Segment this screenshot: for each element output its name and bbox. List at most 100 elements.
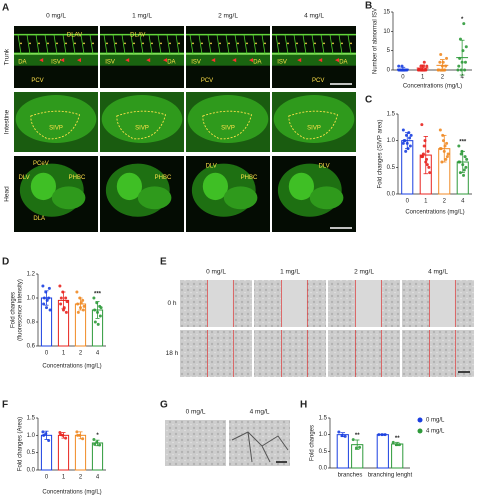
- data-point: [76, 302, 80, 306]
- marker: [305, 42, 307, 45]
- structure-label: DA: [167, 60, 175, 66]
- data-point: [408, 144, 412, 148]
- vessel: [329, 34, 334, 54]
- data-point: [65, 300, 69, 304]
- y-tick-label: 1.5: [319, 416, 328, 422]
- sivp-outline: [288, 110, 339, 140]
- data-point: [443, 144, 447, 148]
- panel-letter: G: [160, 400, 168, 411]
- vessel: [186, 52, 270, 66]
- x-axis-label: Concentrations (mg/L): [403, 84, 462, 90]
- marker: [178, 42, 180, 45]
- data-point: [81, 437, 85, 441]
- bar: [376, 434, 389, 469]
- data-point: [343, 434, 347, 438]
- data-point: [47, 296, 51, 300]
- tissue: [223, 186, 258, 210]
- bar: [391, 443, 404, 469]
- row-label: 0 h: [167, 300, 176, 307]
- data-point: [463, 68, 467, 72]
- structure-label: PCV: [31, 78, 43, 84]
- x-tick-label: 1: [62, 475, 66, 481]
- vessel: [225, 34, 230, 54]
- data-point: [458, 171, 462, 175]
- vessel: [17, 34, 22, 54]
- tissue: [51, 186, 86, 210]
- data-point: [403, 139, 407, 143]
- data-point: [398, 443, 402, 447]
- bar: [91, 442, 104, 471]
- data-point: [391, 440, 395, 444]
- tissue: [309, 186, 344, 210]
- marker: [278, 42, 280, 45]
- data-point: [41, 284, 45, 288]
- data-point: [425, 163, 429, 167]
- data-point: [76, 310, 80, 314]
- structure-label: DLV: [18, 175, 29, 181]
- tissue: [137, 186, 172, 210]
- y-tick-label: 0.0: [27, 468, 36, 474]
- vessel: [252, 34, 257, 54]
- tissue: [30, 172, 56, 201]
- arrow: [232, 58, 237, 63]
- legend-label: 4 mg/L: [426, 429, 445, 435]
- y-axis-label: Fold changes: [310, 425, 316, 461]
- data-point: [42, 296, 46, 300]
- data-point: [64, 436, 68, 440]
- marker: [142, 42, 144, 45]
- marker: [332, 42, 334, 45]
- y-axis-label: Fold changes: [11, 292, 17, 328]
- vessel: [243, 34, 248, 54]
- arrow: [60, 58, 65, 63]
- data-point: [96, 310, 99, 314]
- data-point: [394, 443, 398, 447]
- data-point: [459, 68, 463, 72]
- data-point: [420, 123, 424, 127]
- data-point: [460, 60, 464, 64]
- sivp-outline: [30, 110, 81, 140]
- data-point: [64, 296, 68, 300]
- data-point: [438, 60, 442, 64]
- y-tick-label: 0.8: [27, 320, 36, 326]
- panel-letter: F: [2, 400, 8, 411]
- vessel: [261, 34, 266, 54]
- vessel: [347, 34, 352, 54]
- image: [402, 330, 474, 377]
- data-point: [48, 308, 52, 312]
- sivp-outline: [116, 110, 167, 140]
- data-point: [457, 144, 461, 148]
- data-point: [337, 430, 341, 434]
- data-point: [419, 64, 423, 68]
- x-tick-label: 2: [79, 475, 83, 481]
- vessel: [216, 34, 221, 54]
- arrow: [335, 58, 339, 63]
- structure-label: PHBC: [241, 175, 258, 181]
- arrow: [211, 58, 216, 63]
- data-point: [462, 22, 466, 26]
- data-point: [377, 433, 381, 437]
- data-point: [42, 302, 46, 306]
- data-point: [464, 45, 468, 49]
- marker: [219, 42, 221, 45]
- x-tick-label: 1: [421, 75, 425, 81]
- data-point: [461, 49, 465, 53]
- marker: [192, 42, 194, 45]
- data-point: [427, 165, 431, 169]
- y-tick-label: 10: [383, 29, 390, 35]
- vessel: [320, 34, 325, 54]
- data-point: [59, 296, 63, 300]
- data-point: [465, 157, 469, 161]
- marker: [115, 42, 117, 45]
- marker: [151, 42, 153, 45]
- arrow: [77, 58, 81, 63]
- data-point: [98, 443, 102, 447]
- data-point: [408, 136, 412, 140]
- data-point: [62, 308, 65, 312]
- tissue: [202, 172, 228, 201]
- data-point: [78, 433, 82, 437]
- y-tick-label: 1.2: [27, 272, 36, 278]
- vessel: [26, 34, 31, 54]
- panel-letter: E: [160, 257, 167, 268]
- vessel: [338, 34, 343, 54]
- vessel: [71, 34, 76, 54]
